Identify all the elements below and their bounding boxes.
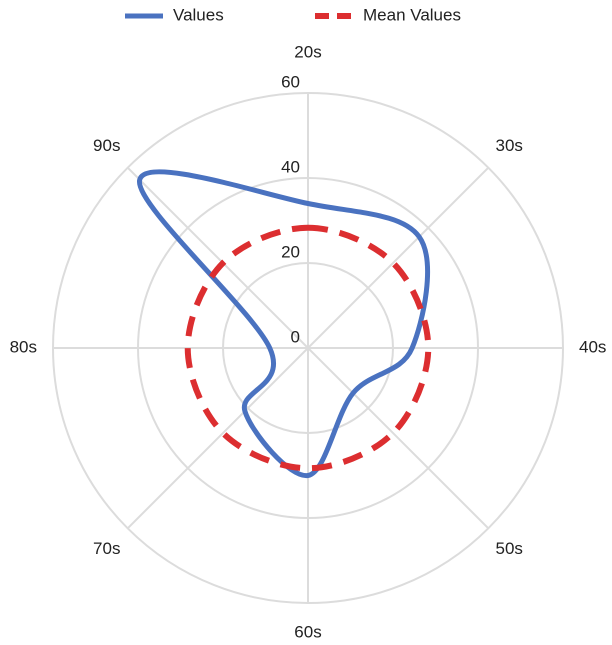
spoke bbox=[307, 347, 490, 530]
r-tick-label: 20 bbox=[281, 242, 300, 261]
category-label: 80s bbox=[10, 337, 37, 356]
category-label: 60s bbox=[294, 622, 321, 641]
category-label: 30s bbox=[496, 136, 523, 155]
category-label: 90s bbox=[93, 136, 120, 155]
category-label: 40s bbox=[579, 337, 606, 356]
legend-label: Mean Values bbox=[363, 5, 461, 24]
r-tick-label: 0 bbox=[291, 327, 300, 346]
category-label: 20s bbox=[294, 42, 321, 61]
category-label: 70s bbox=[93, 539, 120, 558]
spoke bbox=[126, 166, 309, 349]
r-tick-label: 60 bbox=[281, 72, 300, 91]
legend-label: Values bbox=[173, 5, 224, 24]
r-tick-label: 40 bbox=[281, 157, 300, 176]
spoke bbox=[126, 347, 309, 530]
category-label: 50s bbox=[496, 539, 523, 558]
spoke bbox=[307, 166, 490, 349]
